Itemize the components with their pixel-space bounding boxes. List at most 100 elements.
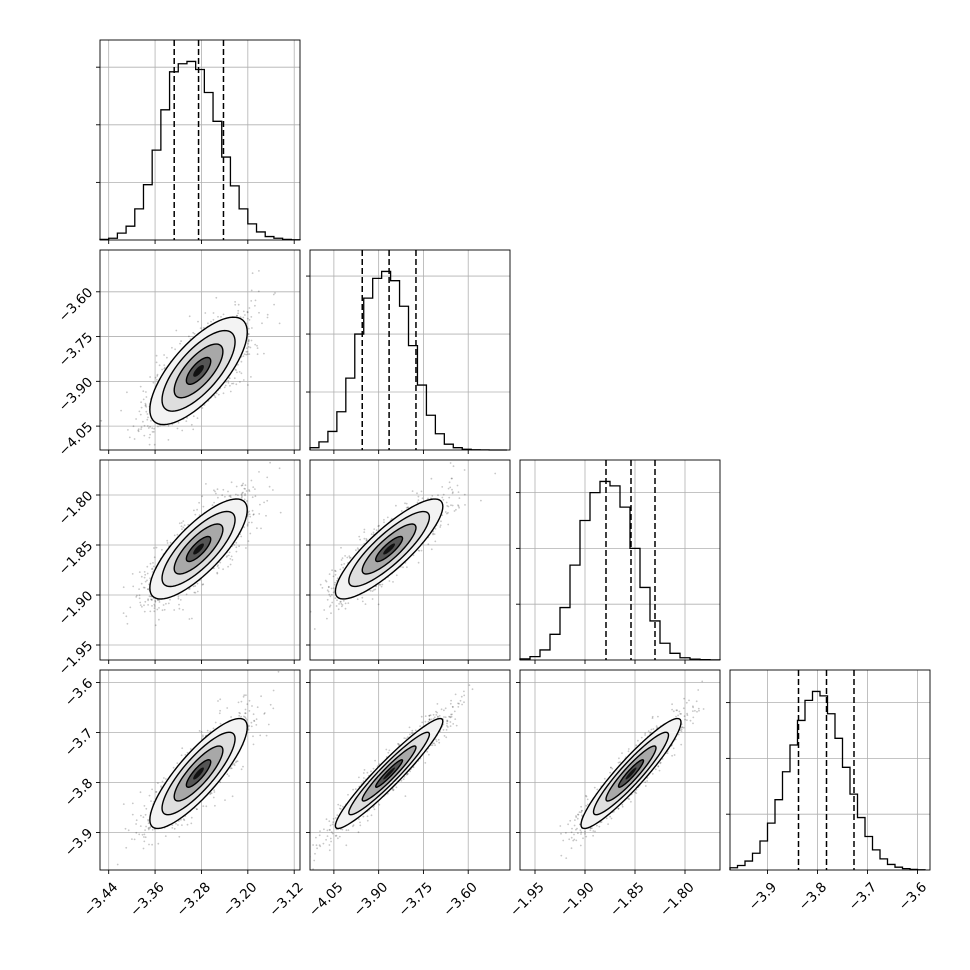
sample-point [339, 601, 342, 603]
sample-point [155, 379, 158, 381]
sample-point [261, 322, 263, 325]
sample-point [158, 601, 161, 603]
sample-point [151, 788, 154, 791]
sample-point [434, 540, 437, 543]
sample-point [143, 576, 146, 579]
sample-point [151, 427, 154, 430]
sample-point [451, 477, 453, 480]
sample-point [242, 379, 245, 381]
sample-point [238, 545, 241, 548]
sample-point [146, 579, 148, 582]
sample-point [363, 528, 366, 531]
sample-point [187, 523, 190, 526]
sample-point [341, 605, 343, 608]
sample-point [308, 620, 310, 622]
sample-point [447, 505, 450, 508]
sample-point [153, 427, 156, 430]
sample-point [158, 599, 161, 602]
sample-point [155, 354, 158, 357]
scatter-frame [309, 459, 511, 661]
sample-point [176, 762, 179, 764]
sample-point [139, 604, 142, 606]
sample-point [420, 490, 423, 493]
sample-point [241, 484, 244, 487]
sample-point [378, 583, 381, 586]
histogram-frame [729, 669, 931, 871]
sample-point [145, 396, 148, 398]
sample-point [377, 603, 380, 606]
sample-point [143, 610, 146, 613]
sample-point [144, 573, 147, 576]
sample-point [122, 612, 125, 614]
sample-point [149, 577, 152, 580]
sample-point [246, 719, 248, 721]
sample-point [177, 595, 180, 598]
sample-point [395, 574, 398, 577]
sample-point [156, 375, 159, 377]
histogram-panel-4 [726, 670, 930, 871]
sample-point [374, 588, 377, 591]
sample-point [251, 272, 254, 275]
sample-point [193, 332, 196, 335]
sample-point [357, 548, 360, 551]
sample-point [259, 503, 261, 506]
sample-point [149, 376, 152, 378]
sample-point [381, 583, 384, 586]
sample-point [179, 599, 182, 601]
sample-point [147, 588, 150, 591]
sample-point [147, 427, 150, 429]
sample-point [227, 565, 230, 568]
sample-point [406, 566, 408, 569]
sample-point [336, 577, 339, 580]
sample-point [240, 493, 243, 496]
sample-point [439, 526, 442, 528]
sample-point [452, 465, 455, 468]
sample-point [341, 604, 344, 606]
scatter-panel-2-3 [308, 460, 510, 660]
sample-point [252, 713, 255, 716]
sample-point [194, 585, 197, 587]
sample-point [251, 509, 254, 512]
sample-point [229, 558, 232, 560]
sample-point [183, 524, 186, 527]
scatter-panel-1-3 [100, 460, 300, 660]
sample-point [334, 570, 337, 573]
sample-point [147, 599, 150, 602]
sample-point [230, 481, 233, 484]
sample-point [258, 471, 260, 473]
sample-point [129, 606, 132, 609]
density-fill [193, 543, 204, 555]
sample-point [216, 488, 219, 491]
sample-point [348, 555, 351, 558]
sample-point [144, 580, 147, 583]
sample-point [215, 296, 218, 299]
sample-point [355, 549, 357, 552]
sample-point [244, 488, 247, 490]
sample-point [251, 496, 254, 499]
sample-point [226, 773, 229, 776]
sample-point [332, 591, 335, 594]
contour-line [334, 498, 444, 600]
sample-point [177, 597, 180, 600]
sample-point [202, 505, 205, 508]
sample-point [161, 548, 163, 551]
sample-point [441, 496, 444, 499]
sample-point [181, 528, 183, 531]
sample-point [442, 499, 445, 501]
sample-point [247, 729, 250, 731]
sample-point [222, 488, 225, 491]
sample-point [229, 496, 232, 498]
sample-point [427, 497, 429, 500]
sample-point [142, 420, 144, 423]
sample-point [146, 413, 149, 415]
sample-point [201, 495, 204, 498]
sample-point [452, 491, 454, 493]
sample-point [358, 535, 361, 538]
sample-point [217, 315, 219, 318]
sample-point [272, 293, 275, 296]
sample-point [407, 506, 409, 509]
sample-point [184, 754, 187, 756]
sample-point [247, 333, 250, 335]
sample-point [441, 486, 444, 488]
sample-point [145, 410, 148, 413]
